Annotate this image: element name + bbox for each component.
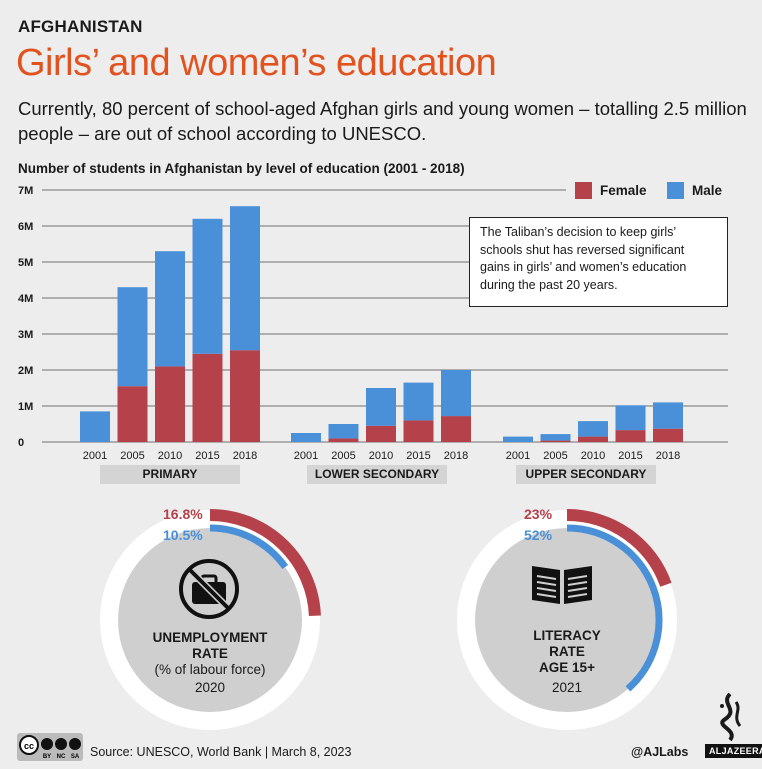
legend-male-swatch <box>667 182 684 199</box>
bar-male <box>653 402 683 429</box>
bar-female <box>366 425 396 442</box>
bar-male <box>366 388 396 426</box>
literacy-line2: RATE <box>549 644 585 659</box>
bar-female <box>328 438 359 442</box>
literacy-line3: AGE 15+ <box>539 660 595 675</box>
unemployment-line3: (% of labour force) <box>154 662 266 677</box>
bar-female <box>615 430 646 442</box>
y-tick-label: 1M <box>18 401 33 413</box>
annotation-box: The Taliban’s decision to keep girls’ sc… <box>469 217 728 307</box>
bar-male <box>230 206 260 351</box>
gauge-inner-disc <box>118 528 302 712</box>
group-label-lower-secondary: LOWER SECONDARY <box>307 465 447 484</box>
bar-male <box>291 433 321 442</box>
page-title: Girls’ and women’s education <box>16 42 497 84</box>
group-label-upper-secondary: UPPER SECONDARY <box>516 465 656 484</box>
x-tick-label: 2015 <box>195 450 219 462</box>
unemployment-year: 2020 <box>194 680 226 695</box>
stacked-bar-chart: 0 1M 2M 3M 4M 5M 6M 7M 2001 2005 2010 2015 2018 2001 2… <box>18 185 728 462</box>
country-label: AFGHANISTAN <box>18 17 143 36</box>
bar-female <box>155 366 185 442</box>
bar-male <box>441 370 471 417</box>
x-tick-label: 2010 <box>158 450 182 462</box>
y-tick-label: 2M <box>18 365 33 377</box>
bar-female <box>403 420 434 442</box>
unemployment-line2: RATE <box>192 646 228 661</box>
cc-nc: NC <box>57 754 66 760</box>
bar-male <box>615 405 646 431</box>
literacy-female-pct: 23% <box>524 506 553 522</box>
legend-male: Male <box>667 182 722 199</box>
no-briefcase-icon <box>179 559 239 619</box>
y-tick-label: 7M <box>18 185 33 197</box>
bar-female <box>653 428 683 442</box>
female-arc <box>209 509 321 617</box>
aljazeera-brand: ALJAZEERA <box>705 744 762 758</box>
bar-female <box>192 353 223 442</box>
bar-male <box>80 411 110 442</box>
source-line: Source: UNESCO, World Bank | March 8, 20… <box>90 745 352 759</box>
bar-female <box>117 386 148 442</box>
unemployment-female-pct: 16.8% <box>163 506 203 522</box>
x-tick-label: 2001 <box>83 450 107 462</box>
bar-male <box>540 434 571 441</box>
male-arc <box>566 524 663 692</box>
y-tick-label: 3M <box>18 329 33 341</box>
bar-female <box>540 440 571 442</box>
bar-male <box>503 436 533 442</box>
bar-male <box>155 251 185 367</box>
ajlabs-handle: @AJLabs <box>631 745 689 759</box>
bar-female <box>578 436 608 442</box>
aljazeera-logo-icon <box>720 692 742 742</box>
x-tick-label: 2010 <box>369 450 393 462</box>
open-book-icon <box>532 566 592 604</box>
x-tick-label: 2018 <box>233 450 257 462</box>
cc-sa: SA <box>71 754 80 760</box>
literacy-male-pct: 52% <box>524 527 553 543</box>
legend-female: Female <box>575 182 647 199</box>
bar-male <box>328 424 359 439</box>
literacy-label: LITERACY RATE AGE 15+ 2021 <box>467 628 667 696</box>
x-tick-label: 2001 <box>294 450 318 462</box>
svg-text:cc: cc <box>24 741 34 751</box>
male-arc <box>209 524 289 570</box>
page-subtitle: Currently, 80 percent of school-aged Afg… <box>18 98 747 144</box>
bar-male <box>117 287 148 387</box>
cc-by: BY <box>43 754 51 760</box>
literacy-line1: LITERACY <box>533 628 601 643</box>
x-tick-label: 2005 <box>120 450 144 462</box>
chart-title: Number of students in Afghanistan by lev… <box>18 161 465 176</box>
unemployment-label: UNEMPLOYMENT RATE (% of labour force) 20… <box>110 630 310 696</box>
y-tick-label: 0 <box>18 437 24 449</box>
y-tick-label: 6M <box>18 221 33 233</box>
group-label-primary: PRIMARY <box>100 465 240 484</box>
literacy-year: 2021 <box>551 680 583 695</box>
x-tick-label: 2018 <box>656 450 680 462</box>
legend-female-label: Female <box>600 183 647 198</box>
unemployment-gauge <box>100 509 321 730</box>
x-tick-label: 2001 <box>506 450 530 462</box>
cc-license-icon: cc BY NC SA <box>17 733 83 761</box>
literacy-gauge <box>457 509 677 730</box>
bar-female <box>441 416 471 442</box>
legend-female-swatch <box>575 182 592 199</box>
bar-male <box>403 382 434 421</box>
bar-male <box>192 218 223 354</box>
bar-female <box>230 350 260 442</box>
unemployment-line1: UNEMPLOYMENT <box>152 630 268 645</box>
x-tick-label: 2015 <box>618 450 642 462</box>
legend-male-label: Male <box>692 183 723 198</box>
unemployment-male-pct: 10.5% <box>163 527 203 543</box>
y-tick-label: 5M <box>18 257 33 269</box>
x-tick-label: 2015 <box>406 450 430 462</box>
x-tick-label: 2005 <box>543 450 567 462</box>
y-tick-label: 4M <box>18 293 33 305</box>
x-tick-label: 2018 <box>444 450 468 462</box>
female-arc <box>566 509 672 587</box>
x-tick-label: 2010 <box>581 450 605 462</box>
gauge-inner-disc <box>475 528 659 712</box>
bar-male <box>578 421 608 437</box>
x-tick-label: 2005 <box>331 450 355 462</box>
